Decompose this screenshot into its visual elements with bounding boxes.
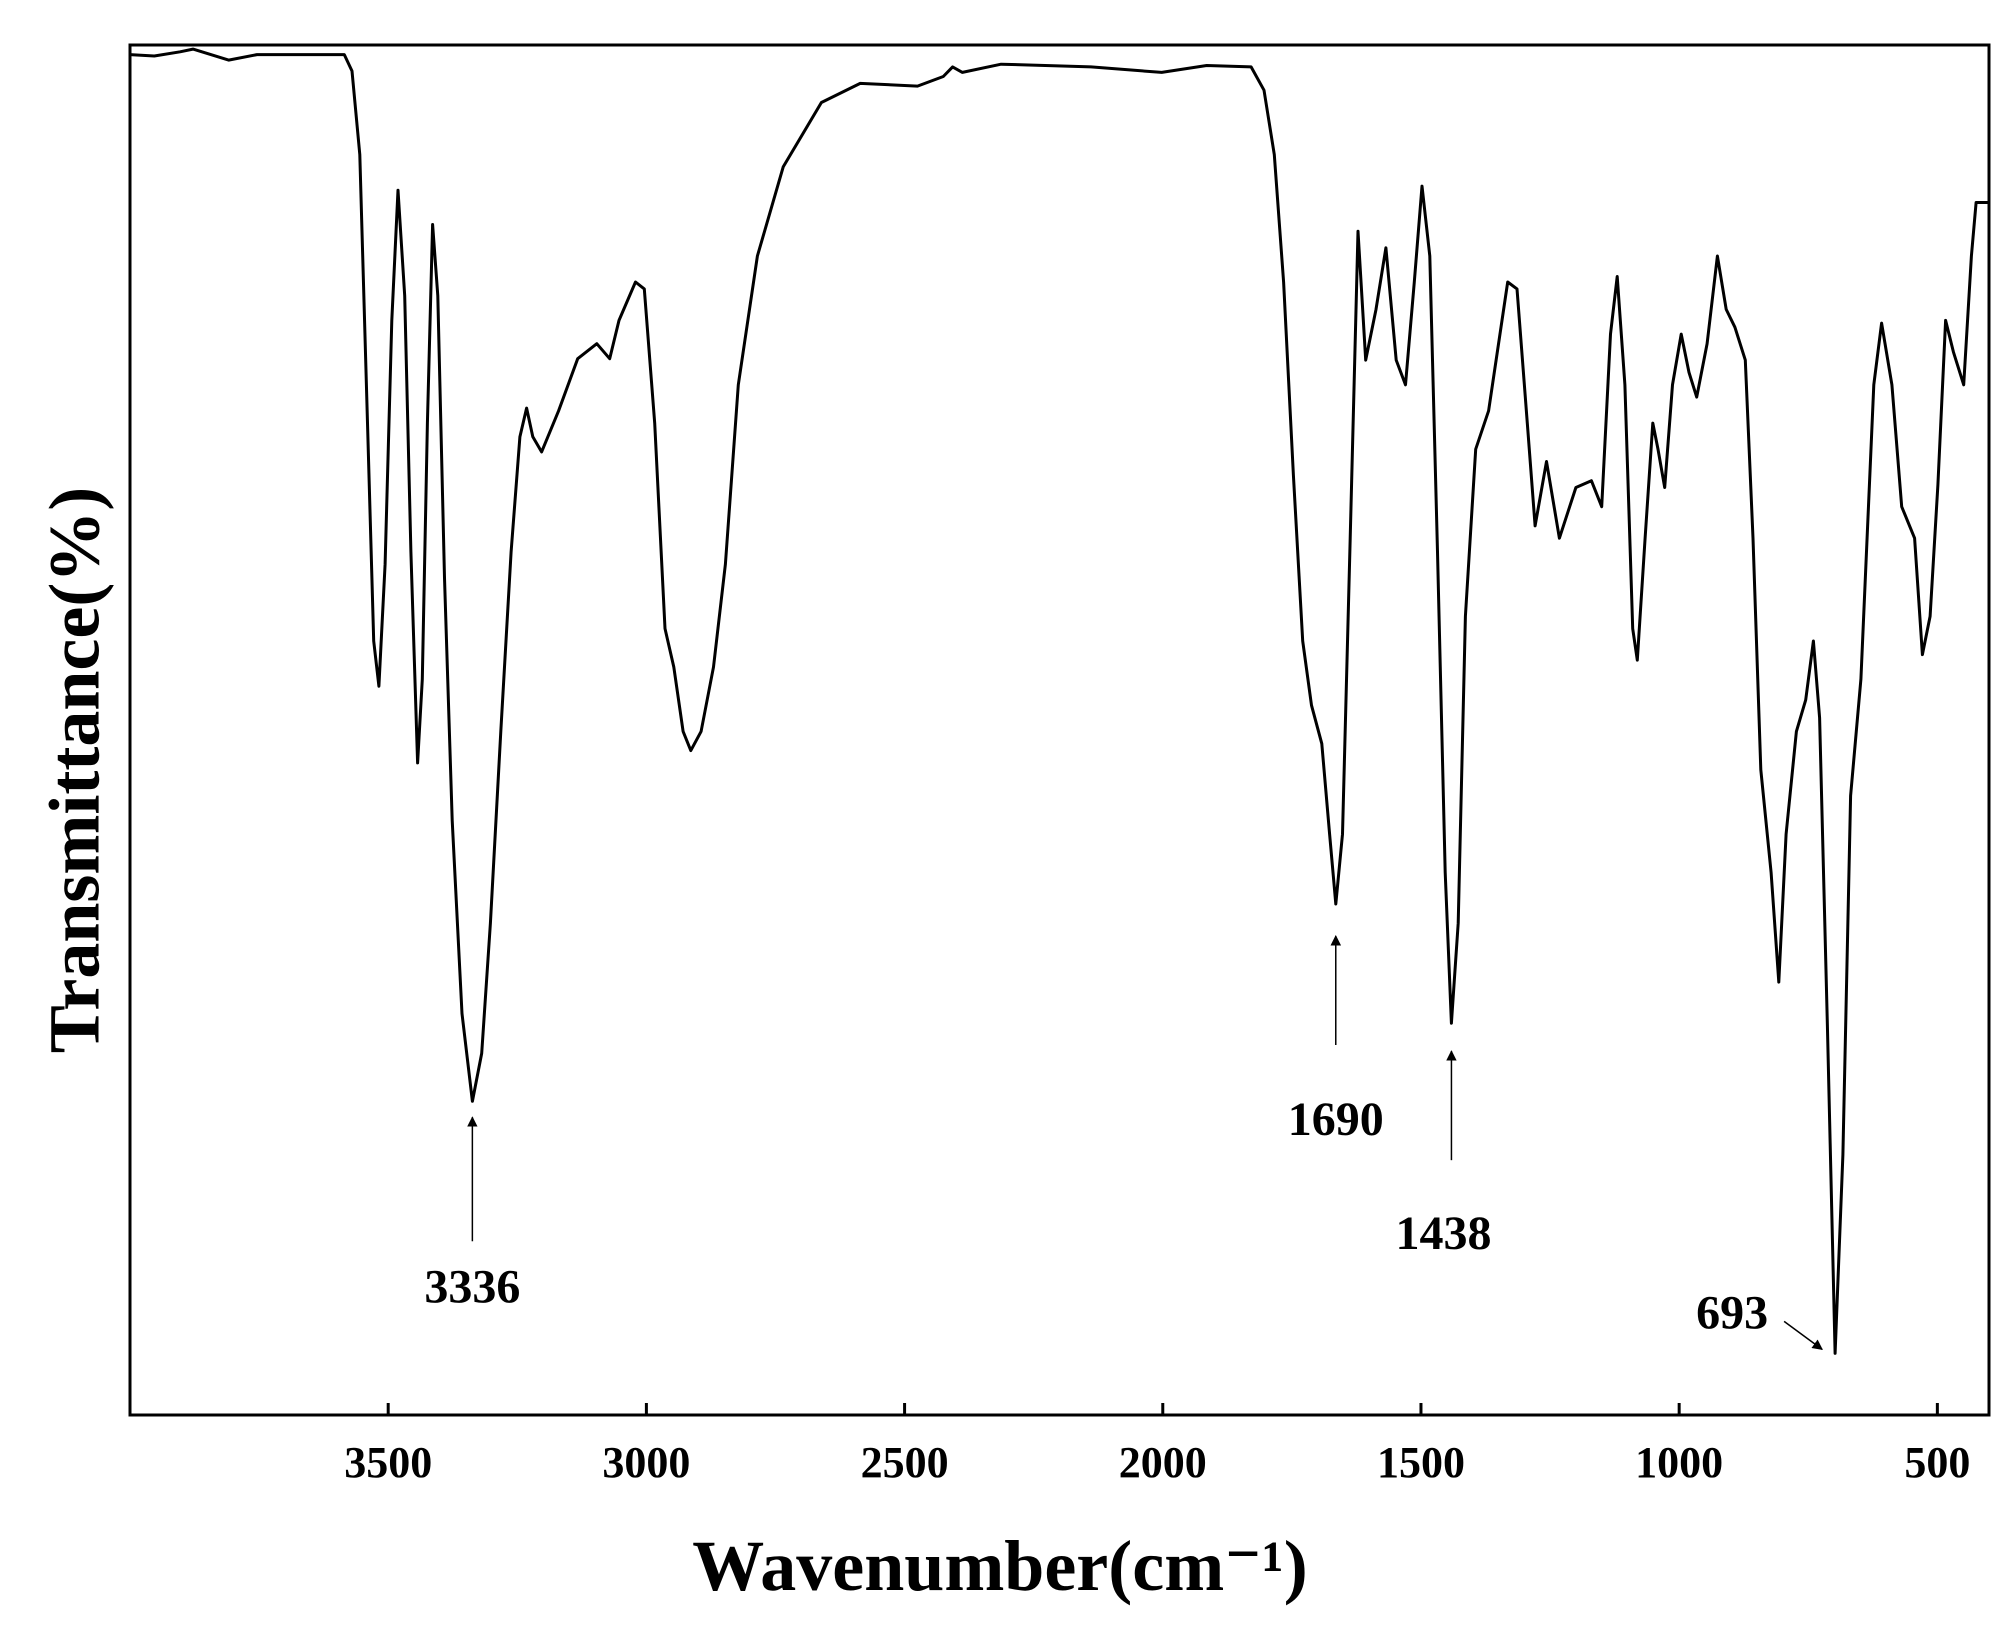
x-tick-label: 3500 (344, 1438, 432, 1487)
annotation-label: 693 (1696, 1286, 1768, 1339)
x-tick-label: 3000 (602, 1438, 690, 1487)
spectrum-line (129, 47, 1988, 1355)
x-tick-label: 2500 (861, 1438, 949, 1487)
annotation-label: 1438 (1395, 1207, 1491, 1260)
y-axis-label: Transmittance(%) (35, 487, 115, 1054)
annotation-arrow (1783, 1320, 1823, 1350)
x-axis-label: Wavenumber(cm⁻¹) (692, 1526, 1307, 1606)
x-tick-label: 1000 (1635, 1438, 1723, 1487)
annotation-label: 3336 (424, 1260, 520, 1313)
x-tick-label: 500 (1904, 1438, 1970, 1487)
x-tick-label: 2000 (1119, 1438, 1207, 1487)
annotation-label: 1690 (1288, 1093, 1384, 1146)
plot-frame (128, 43, 1991, 1417)
x-tick-label: 1500 (1377, 1438, 1465, 1487)
